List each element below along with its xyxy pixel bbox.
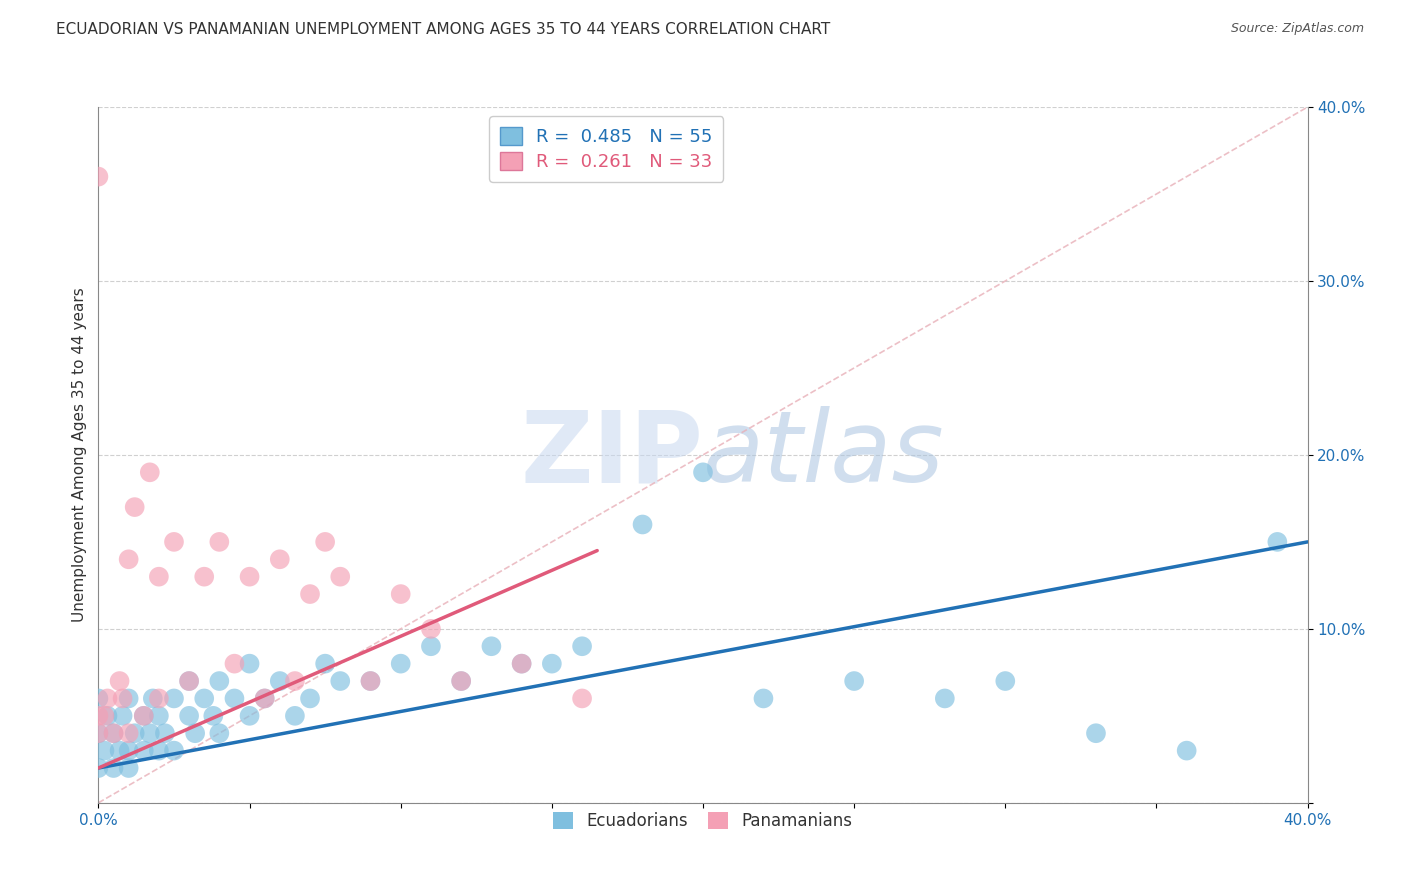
Point xyxy=(142,691,165,706)
Point xyxy=(420,622,443,636)
Point xyxy=(139,726,162,740)
Point xyxy=(571,691,593,706)
Point xyxy=(934,691,956,706)
Point xyxy=(239,657,262,671)
Point xyxy=(450,674,472,689)
Point xyxy=(103,761,125,775)
Point xyxy=(111,708,134,723)
Point xyxy=(193,570,215,584)
Point xyxy=(631,517,654,532)
Point xyxy=(139,466,162,480)
Point xyxy=(96,691,118,706)
Point xyxy=(184,726,207,740)
Point xyxy=(208,674,231,689)
Point xyxy=(208,726,231,740)
Point xyxy=(284,708,307,723)
Point xyxy=(239,708,262,723)
Point xyxy=(224,657,246,671)
Point xyxy=(87,691,110,706)
Point xyxy=(329,570,352,584)
Point xyxy=(329,674,352,689)
Point xyxy=(284,674,307,689)
Point xyxy=(481,639,503,653)
Point xyxy=(510,657,533,671)
Point xyxy=(269,674,291,689)
Point xyxy=(299,587,322,601)
Point xyxy=(420,639,443,653)
Point xyxy=(510,657,533,671)
Point xyxy=(193,691,215,706)
Point xyxy=(163,534,186,549)
Point xyxy=(179,708,201,723)
Text: ECUADORIAN VS PANAMANIAN UNEMPLOYMENT AMONG AGES 35 TO 44 YEARS CORRELATION CHAR: ECUADORIAN VS PANAMANIAN UNEMPLOYMENT AM… xyxy=(56,22,831,37)
Point xyxy=(108,744,131,758)
Point xyxy=(118,726,141,740)
Point xyxy=(93,744,115,758)
Point xyxy=(844,674,866,689)
Point xyxy=(389,587,412,601)
Point xyxy=(103,726,125,740)
Point xyxy=(111,691,134,706)
Point xyxy=(202,708,225,723)
Point xyxy=(1267,534,1289,549)
Point xyxy=(752,691,775,706)
Point xyxy=(153,726,176,740)
Point xyxy=(87,761,110,775)
Point xyxy=(269,552,291,566)
Point xyxy=(994,674,1017,689)
Point xyxy=(148,744,170,758)
Point xyxy=(540,657,562,671)
Point xyxy=(132,744,155,758)
Point xyxy=(87,726,110,740)
Point xyxy=(1175,744,1198,758)
Point xyxy=(124,500,146,514)
Point xyxy=(148,570,170,584)
Point xyxy=(360,674,382,689)
Point xyxy=(253,691,276,706)
Point xyxy=(132,708,155,723)
Point xyxy=(96,708,118,723)
Point xyxy=(118,691,141,706)
Point xyxy=(87,169,110,184)
Point xyxy=(118,552,141,566)
Point xyxy=(299,691,322,706)
Point xyxy=(163,744,186,758)
Point xyxy=(118,761,141,775)
Point xyxy=(179,674,201,689)
Point xyxy=(389,657,412,671)
Point xyxy=(118,744,141,758)
Point xyxy=(692,466,714,480)
Point xyxy=(253,691,276,706)
Point xyxy=(93,708,115,723)
Text: atlas: atlas xyxy=(703,407,945,503)
Point xyxy=(108,674,131,689)
Point xyxy=(360,674,382,689)
Y-axis label: Unemployment Among Ages 35 to 44 years: Unemployment Among Ages 35 to 44 years xyxy=(72,287,87,623)
Point xyxy=(87,708,110,723)
Point xyxy=(1085,726,1108,740)
Point xyxy=(450,674,472,689)
Point xyxy=(179,674,201,689)
Point xyxy=(148,708,170,723)
Legend: Ecuadorians, Panamanians: Ecuadorians, Panamanians xyxy=(543,802,863,839)
Text: Source: ZipAtlas.com: Source: ZipAtlas.com xyxy=(1230,22,1364,36)
Point xyxy=(163,691,186,706)
Point xyxy=(87,726,110,740)
Point xyxy=(208,534,231,549)
Point xyxy=(571,639,593,653)
Point xyxy=(148,691,170,706)
Point xyxy=(132,708,155,723)
Point xyxy=(314,657,336,671)
Point xyxy=(314,534,336,549)
Point xyxy=(103,726,125,740)
Point xyxy=(239,570,262,584)
Text: ZIP: ZIP xyxy=(520,407,703,503)
Point xyxy=(124,726,146,740)
Point xyxy=(224,691,246,706)
